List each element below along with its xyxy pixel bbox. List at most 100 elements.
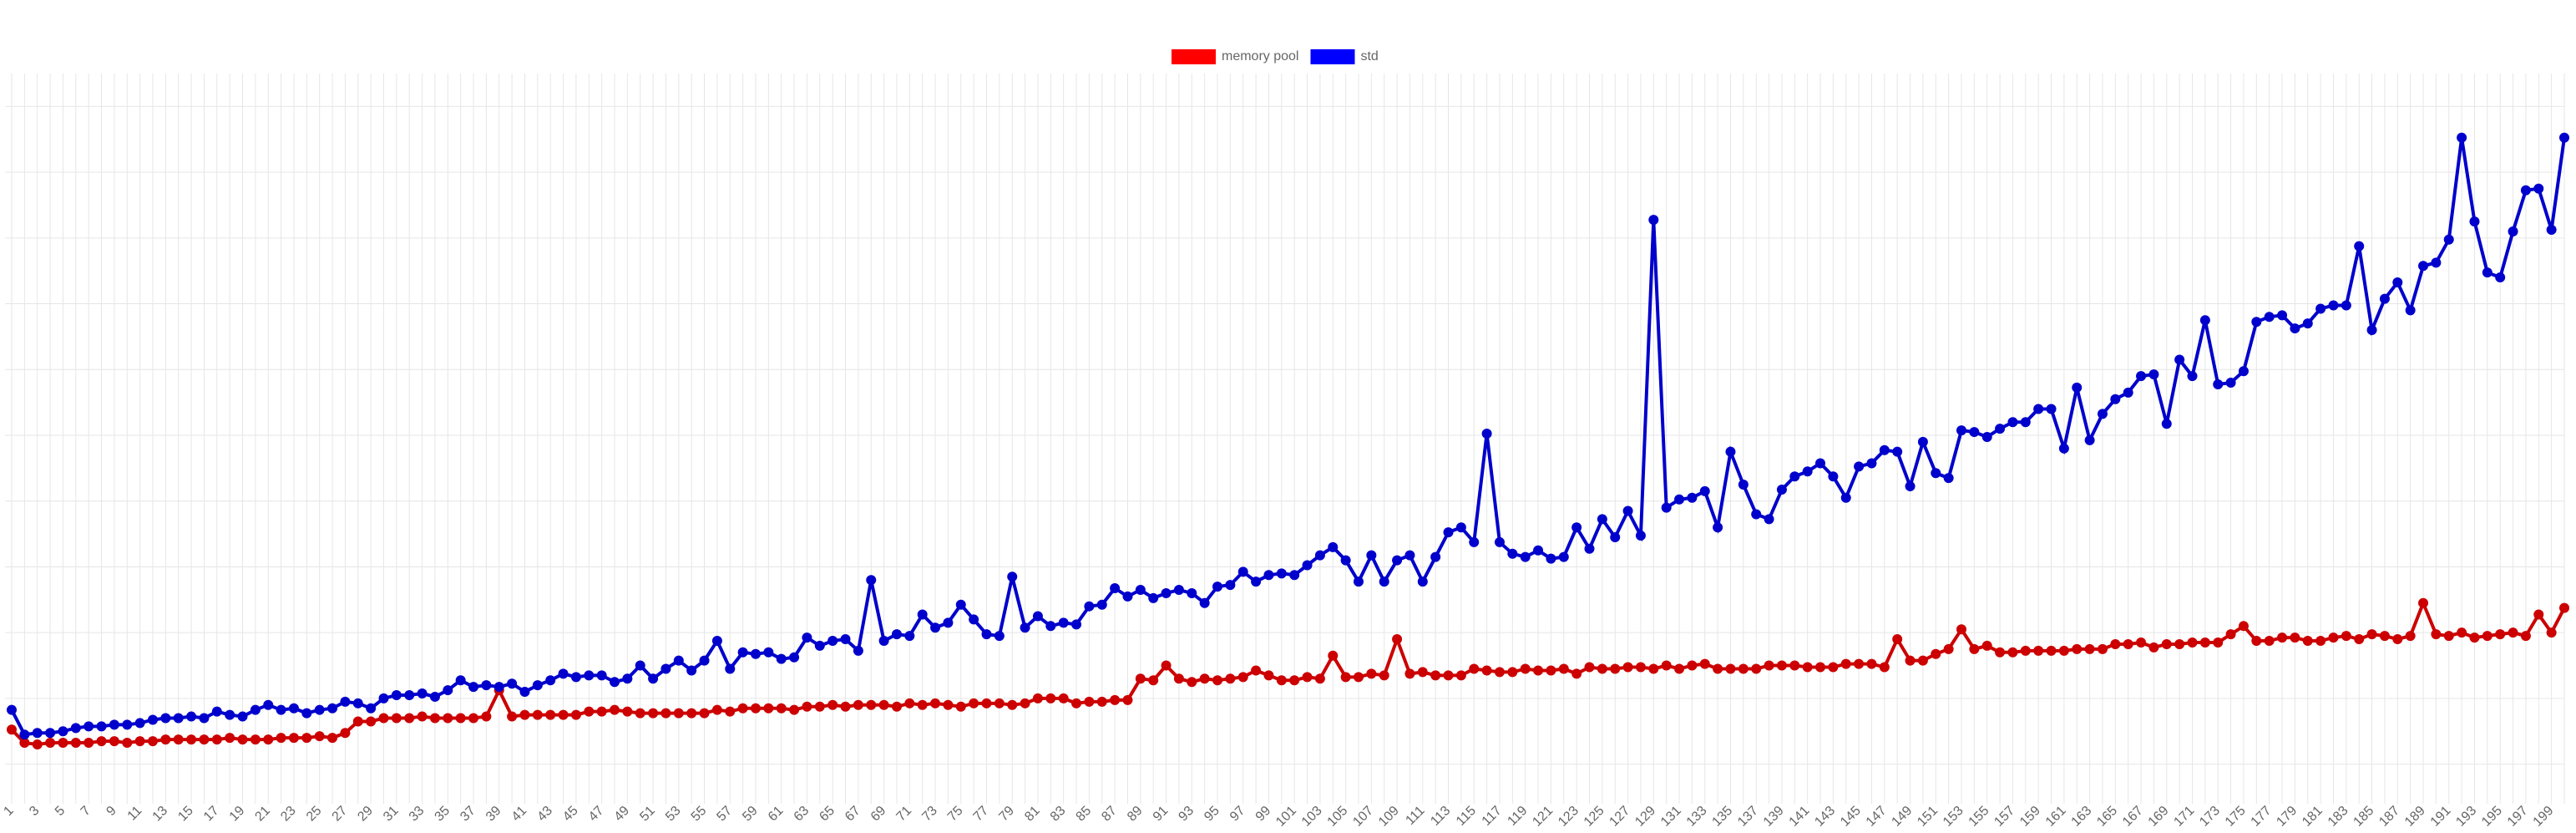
x-tick-label: 83: [1048, 804, 1069, 825]
data-point: [1481, 429, 1492, 439]
data-point: [1917, 655, 1928, 666]
data-point: [1674, 494, 1685, 505]
data-point: [1251, 576, 1262, 587]
data-point: [596, 670, 607, 681]
data-point: [417, 711, 428, 722]
data-point: [2110, 638, 2121, 649]
x-tick-label: 99: [1253, 804, 1274, 825]
data-point: [1789, 471, 1800, 482]
data-point: [866, 575, 877, 586]
data-point: [134, 718, 145, 729]
x-tick-label: 67: [843, 804, 863, 825]
data-point: [211, 706, 222, 717]
data-point: [750, 703, 761, 714]
data-point: [1507, 548, 1518, 559]
x-tick-label: 59: [740, 804, 761, 825]
data-point: [853, 645, 863, 656]
data-point: [455, 713, 466, 724]
data-point: [2379, 631, 2390, 642]
data-point: [314, 731, 325, 742]
data-point: [2007, 417, 2018, 428]
x-tick-label: 11: [125, 804, 145, 824]
data-point: [1340, 555, 1351, 566]
data-point: [545, 675, 556, 686]
x-tick-label: 199: [2531, 804, 2557, 830]
data-point: [686, 665, 697, 676]
data-point: [1840, 492, 1851, 503]
data-point: [429, 713, 440, 724]
data-point: [276, 704, 286, 715]
data-point: [532, 680, 543, 691]
data-point: [2366, 629, 2377, 640]
x-tick-label: 9: [104, 804, 119, 819]
data-point: [507, 678, 518, 689]
data-point: [1455, 670, 1466, 681]
data-point: [1699, 485, 1710, 496]
data-point: [1943, 643, 1954, 654]
data-point: [1430, 551, 1441, 562]
data-point: [7, 724, 17, 735]
data-point: [1314, 550, 1325, 561]
data-point: [2341, 300, 2351, 311]
data-point: [301, 708, 312, 719]
data-point: [1995, 647, 2006, 658]
data-point: [2341, 631, 2351, 642]
x-tick-label: 103: [1299, 804, 1325, 830]
x-tick-label: 43: [534, 804, 555, 825]
data-point: [2097, 643, 2108, 654]
data-point: [725, 706, 736, 717]
x-tick-label: 173: [2197, 804, 2223, 830]
data-point: [199, 734, 210, 745]
x-tick-label: 77: [971, 804, 992, 825]
x-tick-label: 5: [53, 804, 68, 819]
data-point: [2443, 234, 2454, 245]
data-point: [1314, 673, 1325, 684]
data-point: [1032, 611, 1043, 622]
data-point: [19, 738, 30, 749]
data-point: [1584, 662, 1595, 673]
x-tick-label: 143: [1812, 804, 1838, 830]
data-point: [2290, 632, 2300, 643]
data-point: [2315, 303, 2326, 314]
x-tick-label: 69: [868, 804, 889, 825]
data-point: [404, 713, 415, 724]
x-tick-label: 187: [2376, 804, 2402, 830]
data-point: [352, 716, 363, 727]
data-point: [1302, 560, 1313, 571]
data-point: [45, 738, 56, 749]
data-point: [2084, 643, 2095, 654]
data-point: [2482, 267, 2492, 278]
data-point: [635, 660, 645, 671]
data-point: [981, 698, 992, 709]
x-tick-label: 53: [663, 804, 684, 825]
data-point: [1379, 670, 1389, 681]
data-point: [237, 711, 248, 722]
data-point: [1674, 663, 1685, 674]
data-point: [225, 709, 235, 720]
data-point: [814, 701, 825, 712]
data-point: [250, 734, 261, 745]
x-tick-label: 15: [175, 804, 196, 825]
data-point: [1096, 599, 1107, 610]
data-point: [1366, 668, 1377, 679]
data-point: [904, 631, 915, 642]
data-point: [1392, 634, 1403, 645]
x-tick-label: 145: [1838, 804, 1864, 830]
data-point: [1340, 672, 1351, 683]
data-point: [2110, 394, 2121, 404]
data-point: [481, 680, 492, 691]
data-point: [763, 647, 774, 658]
data-point: [1981, 640, 1992, 651]
data-point: [1802, 466, 1813, 477]
data-point: [1212, 675, 1223, 686]
x-tick-label: 71: [894, 804, 915, 825]
data-point: [1866, 658, 1877, 669]
data-point: [660, 708, 671, 719]
data-point: [1161, 587, 1172, 598]
x-tick-label: 87: [1099, 804, 1120, 825]
data-point: [1713, 522, 1723, 533]
data-point: [866, 699, 877, 710]
data-point: [584, 670, 595, 681]
data-point: [570, 709, 581, 720]
data-point: [109, 736, 119, 747]
